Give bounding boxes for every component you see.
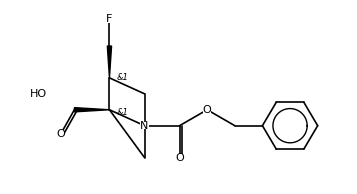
- Text: O: O: [175, 152, 184, 163]
- Polygon shape: [107, 46, 112, 78]
- FancyBboxPatch shape: [203, 106, 211, 113]
- Text: HO: HO: [30, 89, 47, 99]
- Text: O: O: [203, 105, 212, 115]
- FancyBboxPatch shape: [57, 130, 64, 138]
- Text: &1: &1: [117, 73, 129, 82]
- Text: &1: &1: [117, 108, 129, 117]
- FancyBboxPatch shape: [106, 16, 113, 23]
- Polygon shape: [74, 108, 110, 112]
- FancyBboxPatch shape: [140, 122, 149, 129]
- Text: N: N: [140, 121, 149, 131]
- FancyBboxPatch shape: [39, 90, 54, 98]
- Text: F: F: [106, 14, 113, 24]
- Text: O: O: [56, 129, 65, 139]
- FancyBboxPatch shape: [176, 154, 183, 161]
